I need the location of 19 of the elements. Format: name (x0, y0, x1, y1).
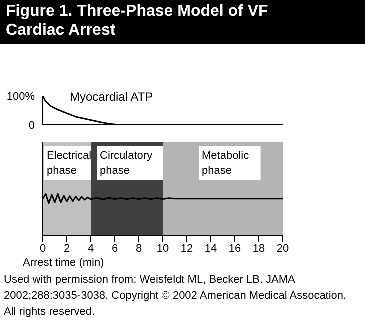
band-label: Electrical phase (47, 150, 92, 177)
x-tick-label: 8 (136, 242, 142, 255)
x-axis-title: Arrest time (min) (23, 257, 104, 269)
series-label: Myocardial ATP (70, 90, 154, 104)
x-tick-label: 16 (228, 242, 242, 255)
x-tick-label: 4 (88, 242, 94, 255)
chart-title: Figure 1. Three-Phase Model of VF Cardiac Arrest (5, 2, 270, 41)
text: Used with permission from: Weisfeldt ML, Becker LB. JAMA 2002;288:3035-3038. Copyright © 2002 American Medical Assocation. All rights reserved. (4, 273, 348, 320)
x-tick-label: 18 (252, 242, 266, 255)
y-tick-label: 100% (6, 90, 36, 103)
band-label: Circulatory phase (100, 150, 154, 177)
x-tick-label: 14 (204, 242, 218, 255)
x-tick-label: 0 (40, 242, 46, 255)
x-tick-label: 10 (156, 242, 170, 255)
x-tick-label: 20 (276, 242, 290, 255)
x-tick-label: 6 (112, 242, 118, 255)
x-tick-label: 2 (64, 242, 70, 255)
x-tick-label: 12 (180, 242, 194, 255)
band-label: Metabolic phase (202, 150, 250, 177)
